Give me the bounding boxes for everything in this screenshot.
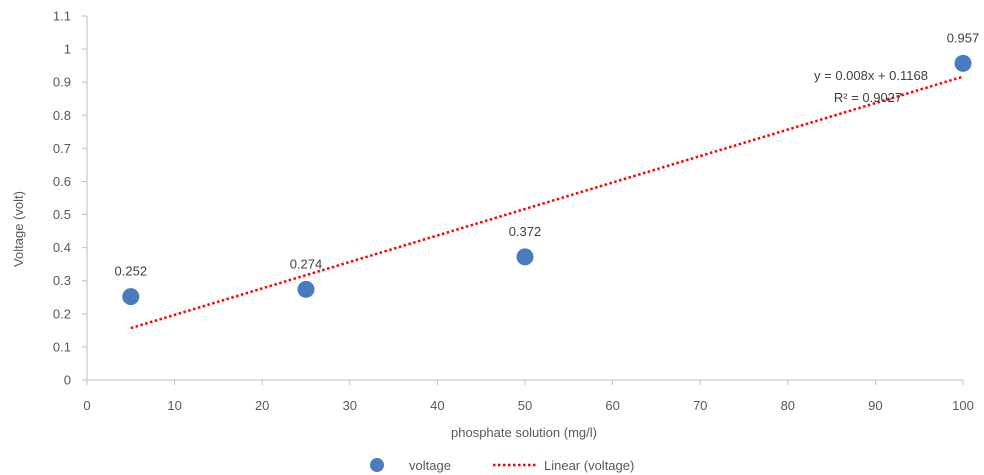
data-point — [297, 280, 315, 298]
y-tick-label: 0.4 — [53, 240, 71, 255]
x-tick-label: 100 — [952, 398, 974, 413]
y-tick-label: 0 — [64, 373, 71, 388]
data-label: 0.274 — [290, 256, 323, 271]
legend-linear-label: Linear (voltage) — [544, 458, 634, 473]
x-tick-label: 60 — [605, 398, 619, 413]
x-tick-label: 0 — [83, 398, 90, 413]
y-tick-label: 0.1 — [53, 339, 71, 354]
data-points — [122, 54, 972, 306]
y-tick-label: 0.9 — [53, 75, 71, 90]
x-tick-label: 90 — [868, 398, 882, 413]
y-tick-label: 0.2 — [53, 306, 71, 321]
y-tick-label: 0.6 — [53, 174, 71, 189]
data-point — [954, 54, 972, 72]
y-axis-title: Voltage (volt) — [11, 191, 26, 267]
legend-voltage-label: voltage — [409, 458, 451, 473]
data-point — [516, 248, 534, 266]
x-tick-label: 30 — [343, 398, 357, 413]
y-tick-label: 1 — [64, 42, 71, 57]
y-tick-label: 0.7 — [53, 141, 71, 156]
x-axis-ticks: 0 10 20 30 40 50 60 70 80 90 100 — [83, 380, 974, 413]
data-label: 0.252 — [115, 264, 148, 279]
trendline-r-squared: R² = 0.9027 — [834, 90, 902, 105]
y-axis-ticks: 0 0.1 0.2 0.3 0.4 0.5 0.6 0.7 0.8 0.9 1 1.1 — [53, 9, 87, 388]
trendline-equation: y = 0.008x + 0.1168 — [814, 68, 928, 83]
x-axis-title: phosphate solution (mg/l) — [451, 425, 597, 440]
data-point — [122, 288, 140, 306]
legend-voltage-marker — [370, 458, 384, 472]
trendline — [130, 75, 964, 330]
y-tick-label: 0.5 — [53, 207, 71, 222]
x-tick-label: 50 — [518, 398, 532, 413]
x-tick-label: 40 — [430, 398, 444, 413]
y-tick-label: 0.3 — [53, 273, 71, 288]
data-label: 0.372 — [509, 224, 542, 239]
y-tick-label: 0.8 — [53, 108, 71, 123]
y-tick-label: 1.1 — [53, 9, 71, 24]
x-tick-label: 70 — [693, 398, 707, 413]
x-tick-label: 10 — [167, 398, 181, 413]
x-tick-label: 20 — [255, 398, 269, 413]
data-labels: 0.252 0.274 0.372 0.957 — [115, 30, 980, 278]
data-label: 0.957 — [947, 30, 980, 45]
legend: voltage Linear (voltage) — [370, 458, 634, 473]
x-tick-label: 80 — [781, 398, 795, 413]
